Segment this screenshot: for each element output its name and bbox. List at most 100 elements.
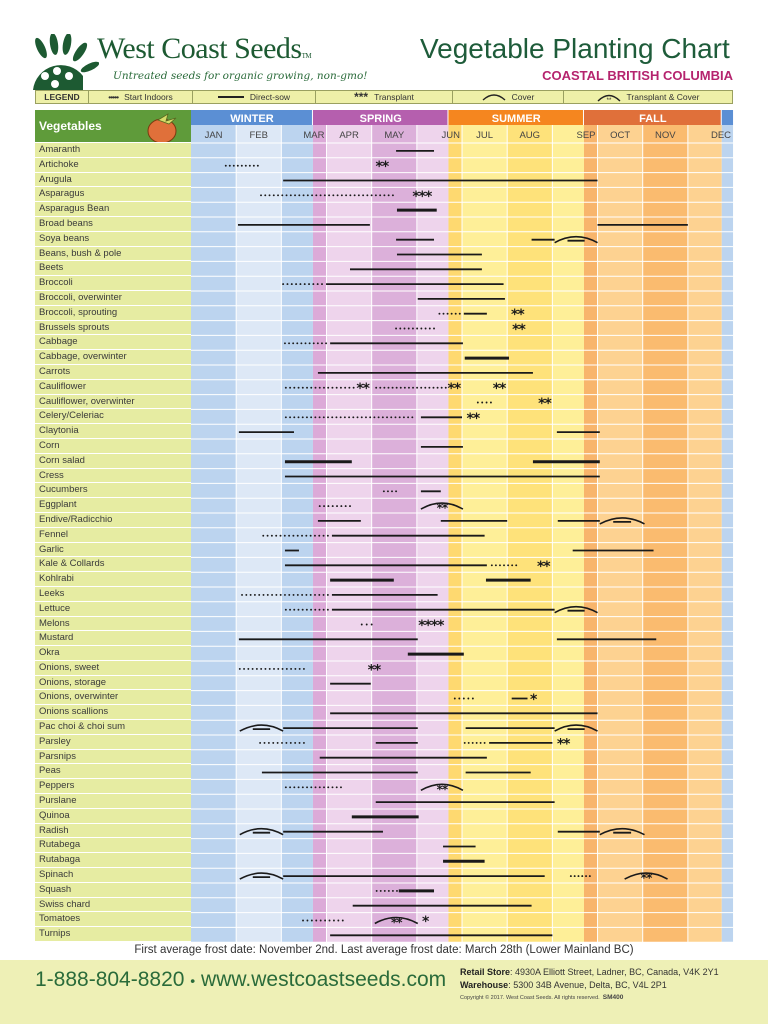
month-band	[507, 125, 553, 943]
start-indoors-dot	[499, 564, 501, 567]
start-indoors-dot	[387, 194, 390, 197]
start-indoors-dot	[440, 386, 443, 389]
start-indoors-dot	[343, 416, 346, 419]
season-header-fall	[583, 110, 721, 125]
start-indoors-dot	[302, 667, 305, 670]
start-indoors-dot	[326, 593, 329, 596]
start-indoors-dot	[340, 194, 343, 197]
start-indoors-dot	[336, 194, 339, 197]
chart-row	[396, 235, 598, 244]
start-indoors-dot	[356, 416, 359, 419]
start-indoors-dot	[279, 534, 282, 537]
start-indoors-dot	[373, 416, 376, 419]
vegetable-label: Pac choi & choi sum	[35, 720, 191, 735]
start-indoors-dot	[318, 416, 321, 419]
vegetable-label: Onions, storage	[35, 675, 191, 691]
chart-row: ****	[360, 618, 446, 634]
addresses: Retail Store: 4930A Elliott Street, Ladn…	[460, 966, 719, 991]
start-indoors-dot	[420, 386, 423, 389]
transplant-mark: *	[422, 914, 430, 930]
start-indoors-dot	[315, 194, 318, 197]
brand-text: West Coast Seeds	[97, 32, 302, 65]
start-indoors-dot	[308, 283, 310, 286]
start-indoors-dot	[398, 416, 401, 419]
start-indoors-dot	[238, 667, 241, 670]
season-label: SPRING	[360, 113, 402, 125]
start-indoors-dot	[348, 386, 351, 389]
start-indoors-dot	[411, 416, 414, 419]
start-indoors-dot	[318, 386, 321, 389]
legend-label: Start Indoors	[124, 92, 173, 102]
vegetable-label: Asparagus	[35, 187, 191, 203]
vegetable-label: Swiss chard	[35, 897, 191, 913]
start-indoors-dot	[471, 741, 474, 744]
start-indoors-dot	[433, 327, 435, 330]
start-indoors-dot	[438, 312, 441, 315]
start-indoors-dot	[285, 667, 288, 670]
svg-text:**: **	[606, 98, 611, 102]
start-indoors-dot	[311, 194, 314, 197]
start-indoors-dot	[349, 194, 352, 197]
start-indoors-dot	[458, 697, 461, 700]
vegetable-label: Onions, sweet	[35, 660, 191, 676]
start-indoors-dot	[272, 194, 275, 197]
start-indoors-dot	[318, 593, 321, 596]
start-indoors-dot	[310, 919, 313, 922]
start-indoors-dot	[323, 194, 326, 197]
start-indoors-dot	[353, 194, 356, 197]
vegetable-label: Broccoli	[35, 276, 191, 291]
start-indoors-dot	[339, 416, 342, 419]
chart-row: **	[284, 559, 552, 575]
store-label: Retail Store	[460, 967, 511, 977]
vegetable-label: Leeks	[35, 586, 191, 602]
start-indoors-dot	[268, 194, 271, 197]
vegetable-label: Peas	[35, 764, 191, 780]
start-indoors-dot	[289, 194, 292, 197]
vegetable-label: Beans, bush & pole	[35, 246, 191, 262]
vegetable-label: Beets	[35, 261, 191, 277]
start-indoors-dot	[428, 386, 431, 389]
vegetable-label: Broccoli, sprouting	[35, 305, 191, 321]
start-indoors-dot	[341, 919, 344, 922]
vegetable-label: Tomatoes	[35, 912, 191, 928]
start-indoors-dot	[386, 490, 389, 493]
vegetable-label: Cauliflower	[35, 379, 191, 395]
vegetable-label: Carrots	[35, 364, 191, 380]
start-indoors-dot	[391, 490, 393, 493]
month-band	[326, 125, 372, 943]
start-indoors-dot	[289, 786, 292, 789]
chart-row: **	[259, 736, 572, 752]
start-indoors-dot	[348, 416, 351, 419]
month-band	[312, 125, 327, 943]
start-indoors-dot	[403, 327, 406, 330]
start-indoors-dot	[446, 312, 449, 315]
vegetable-label: Parsnips	[35, 749, 191, 765]
start-indoors-dot	[224, 164, 227, 167]
cover-arc-mark	[239, 827, 284, 836]
vegetable-label: Kale & Collards	[35, 557, 191, 573]
start-indoors-dot	[387, 889, 390, 892]
transplant-mark: **	[391, 916, 403, 930]
season-label: WINTER	[230, 113, 273, 125]
start-indoors-dot	[253, 593, 256, 596]
start-indoors-dot	[402, 416, 405, 419]
start-indoors-dot	[331, 505, 334, 508]
start-indoors-dot	[420, 327, 423, 330]
legend-title: LEGEND	[36, 91, 89, 103]
vegetable-label: Artichoke	[35, 157, 191, 173]
start-indoors-dot	[323, 786, 325, 789]
start-indoors-dot	[306, 919, 309, 922]
start-indoors-dot	[321, 283, 323, 286]
transplant-mark: **	[538, 396, 552, 412]
phone-number[interactable]: 1-888-804-8820	[35, 968, 185, 991]
website-link[interactable]: www.westcoastseeds.com	[201, 968, 447, 991]
start-indoors-dot	[436, 386, 439, 389]
chart-row	[382, 490, 441, 493]
start-indoors-dot	[386, 416, 388, 419]
start-indoors-dot	[318, 534, 321, 537]
start-indoors-dot	[289, 386, 292, 389]
vegetable-label: Rutabega	[35, 838, 191, 854]
start-indoors-dot	[292, 593, 295, 596]
start-indoors-dot	[279, 593, 282, 596]
start-indoors-dot	[296, 342, 299, 345]
